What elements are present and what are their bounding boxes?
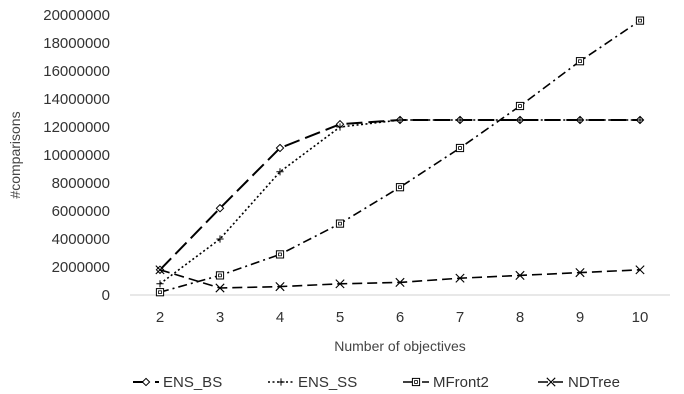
legend-label: MFront2 [433, 374, 489, 391]
data-point [396, 116, 404, 124]
data-point [216, 235, 224, 243]
y-axis-title: #comparisons [7, 111, 23, 198]
legend-marker [411, 377, 421, 387]
data-point [575, 268, 585, 278]
data-point-inner [578, 59, 582, 63]
series-line [159, 19, 641, 293]
y-tick-label: 2000000 [52, 259, 110, 276]
legend-item: NDTree [538, 374, 620, 391]
data-point [155, 288, 165, 297]
legend-item: ENS_SS [268, 374, 357, 391]
y-axis-ticks: 0 2000000 4000000 6000000 8000000 10000000 120… [43, 7, 110, 304]
data-point [395, 183, 405, 192]
data-point [275, 143, 285, 153]
data-point-inner [518, 104, 522, 108]
data-point [275, 282, 285, 292]
data-point [635, 16, 645, 25]
legend-label: ENS_SS [298, 374, 357, 391]
legend-label: ENS_BS [163, 374, 222, 391]
legend-marker [546, 377, 556, 387]
data-point [515, 270, 525, 280]
x-tick-label: 6 [396, 309, 404, 326]
data-point [635, 265, 645, 275]
y-tick-label: 16000000 [43, 63, 110, 80]
series-ens-ss [156, 116, 644, 288]
data-point [215, 203, 225, 213]
y-tick-label: 14000000 [43, 91, 110, 108]
data-point [335, 219, 345, 228]
data-point [455, 143, 465, 153]
data-point [516, 116, 524, 124]
data-point [155, 265, 165, 275]
y-tick-label: 18000000 [43, 35, 110, 52]
legend-marker-inner [414, 380, 418, 384]
data-point [636, 116, 644, 124]
data-point [156, 280, 164, 288]
legend-label: NDTree [568, 374, 620, 391]
series-mfront2 [155, 16, 645, 297]
series-layer [155, 16, 645, 297]
x-tick-label: 5 [336, 309, 344, 326]
x-tick-label: 10 [632, 309, 649, 326]
x-tick-label: 8 [516, 309, 524, 326]
x-tick-label: 3 [216, 309, 224, 326]
legend-marker [141, 377, 151, 387]
x-tick-label: 4 [276, 309, 284, 326]
data-point [336, 123, 344, 131]
data-point [275, 250, 285, 259]
data-point [456, 116, 464, 124]
series-ndtree [155, 265, 645, 293]
legend-item: ENS_BS [133, 374, 222, 391]
data-point-inner [278, 252, 282, 257]
x-axis-title: Number of objectives [334, 338, 466, 354]
data-point-inner [638, 18, 642, 23]
y-tick-label: 0 [102, 287, 110, 304]
data-point [215, 271, 225, 280]
legend: ENS_BS ENS_SS MFront2 NDTree [133, 374, 620, 391]
y-tick-label: 12000000 [43, 119, 110, 136]
y-tick-label: 4000000 [52, 231, 110, 248]
data-point [515, 101, 525, 111]
y-tick-label: 6000000 [52, 203, 110, 220]
data-point [215, 283, 225, 293]
data-point-inner [398, 185, 402, 190]
x-tick-label: 2 [156, 309, 164, 326]
data-point [395, 277, 405, 287]
data-point [455, 273, 465, 283]
data-point-inner [338, 221, 342, 226]
y-tick-label: 10000000 [43, 147, 110, 164]
data-point-inner [158, 290, 162, 294]
y-tick-label: 20000000 [43, 7, 110, 24]
x-tick-label: 7 [456, 309, 464, 326]
x-tick-label: 9 [576, 309, 584, 326]
legend-marker [277, 378, 285, 386]
data-point-inner [458, 146, 462, 150]
data-point [576, 116, 584, 124]
x-axis-ticks: 2 3 4 5 6 7 8 9 10 [156, 309, 649, 326]
series-line [159, 269, 641, 289]
legend-item: MFront2 [403, 374, 489, 391]
data-point-inner [218, 273, 222, 278]
data-point [575, 57, 585, 66]
data-point [276, 168, 284, 176]
y-tick-label: 8000000 [52, 175, 110, 192]
series-ens-bs [155, 115, 645, 275]
series-line [159, 119, 640, 285]
data-point [335, 279, 345, 289]
series-line [159, 119, 640, 271]
